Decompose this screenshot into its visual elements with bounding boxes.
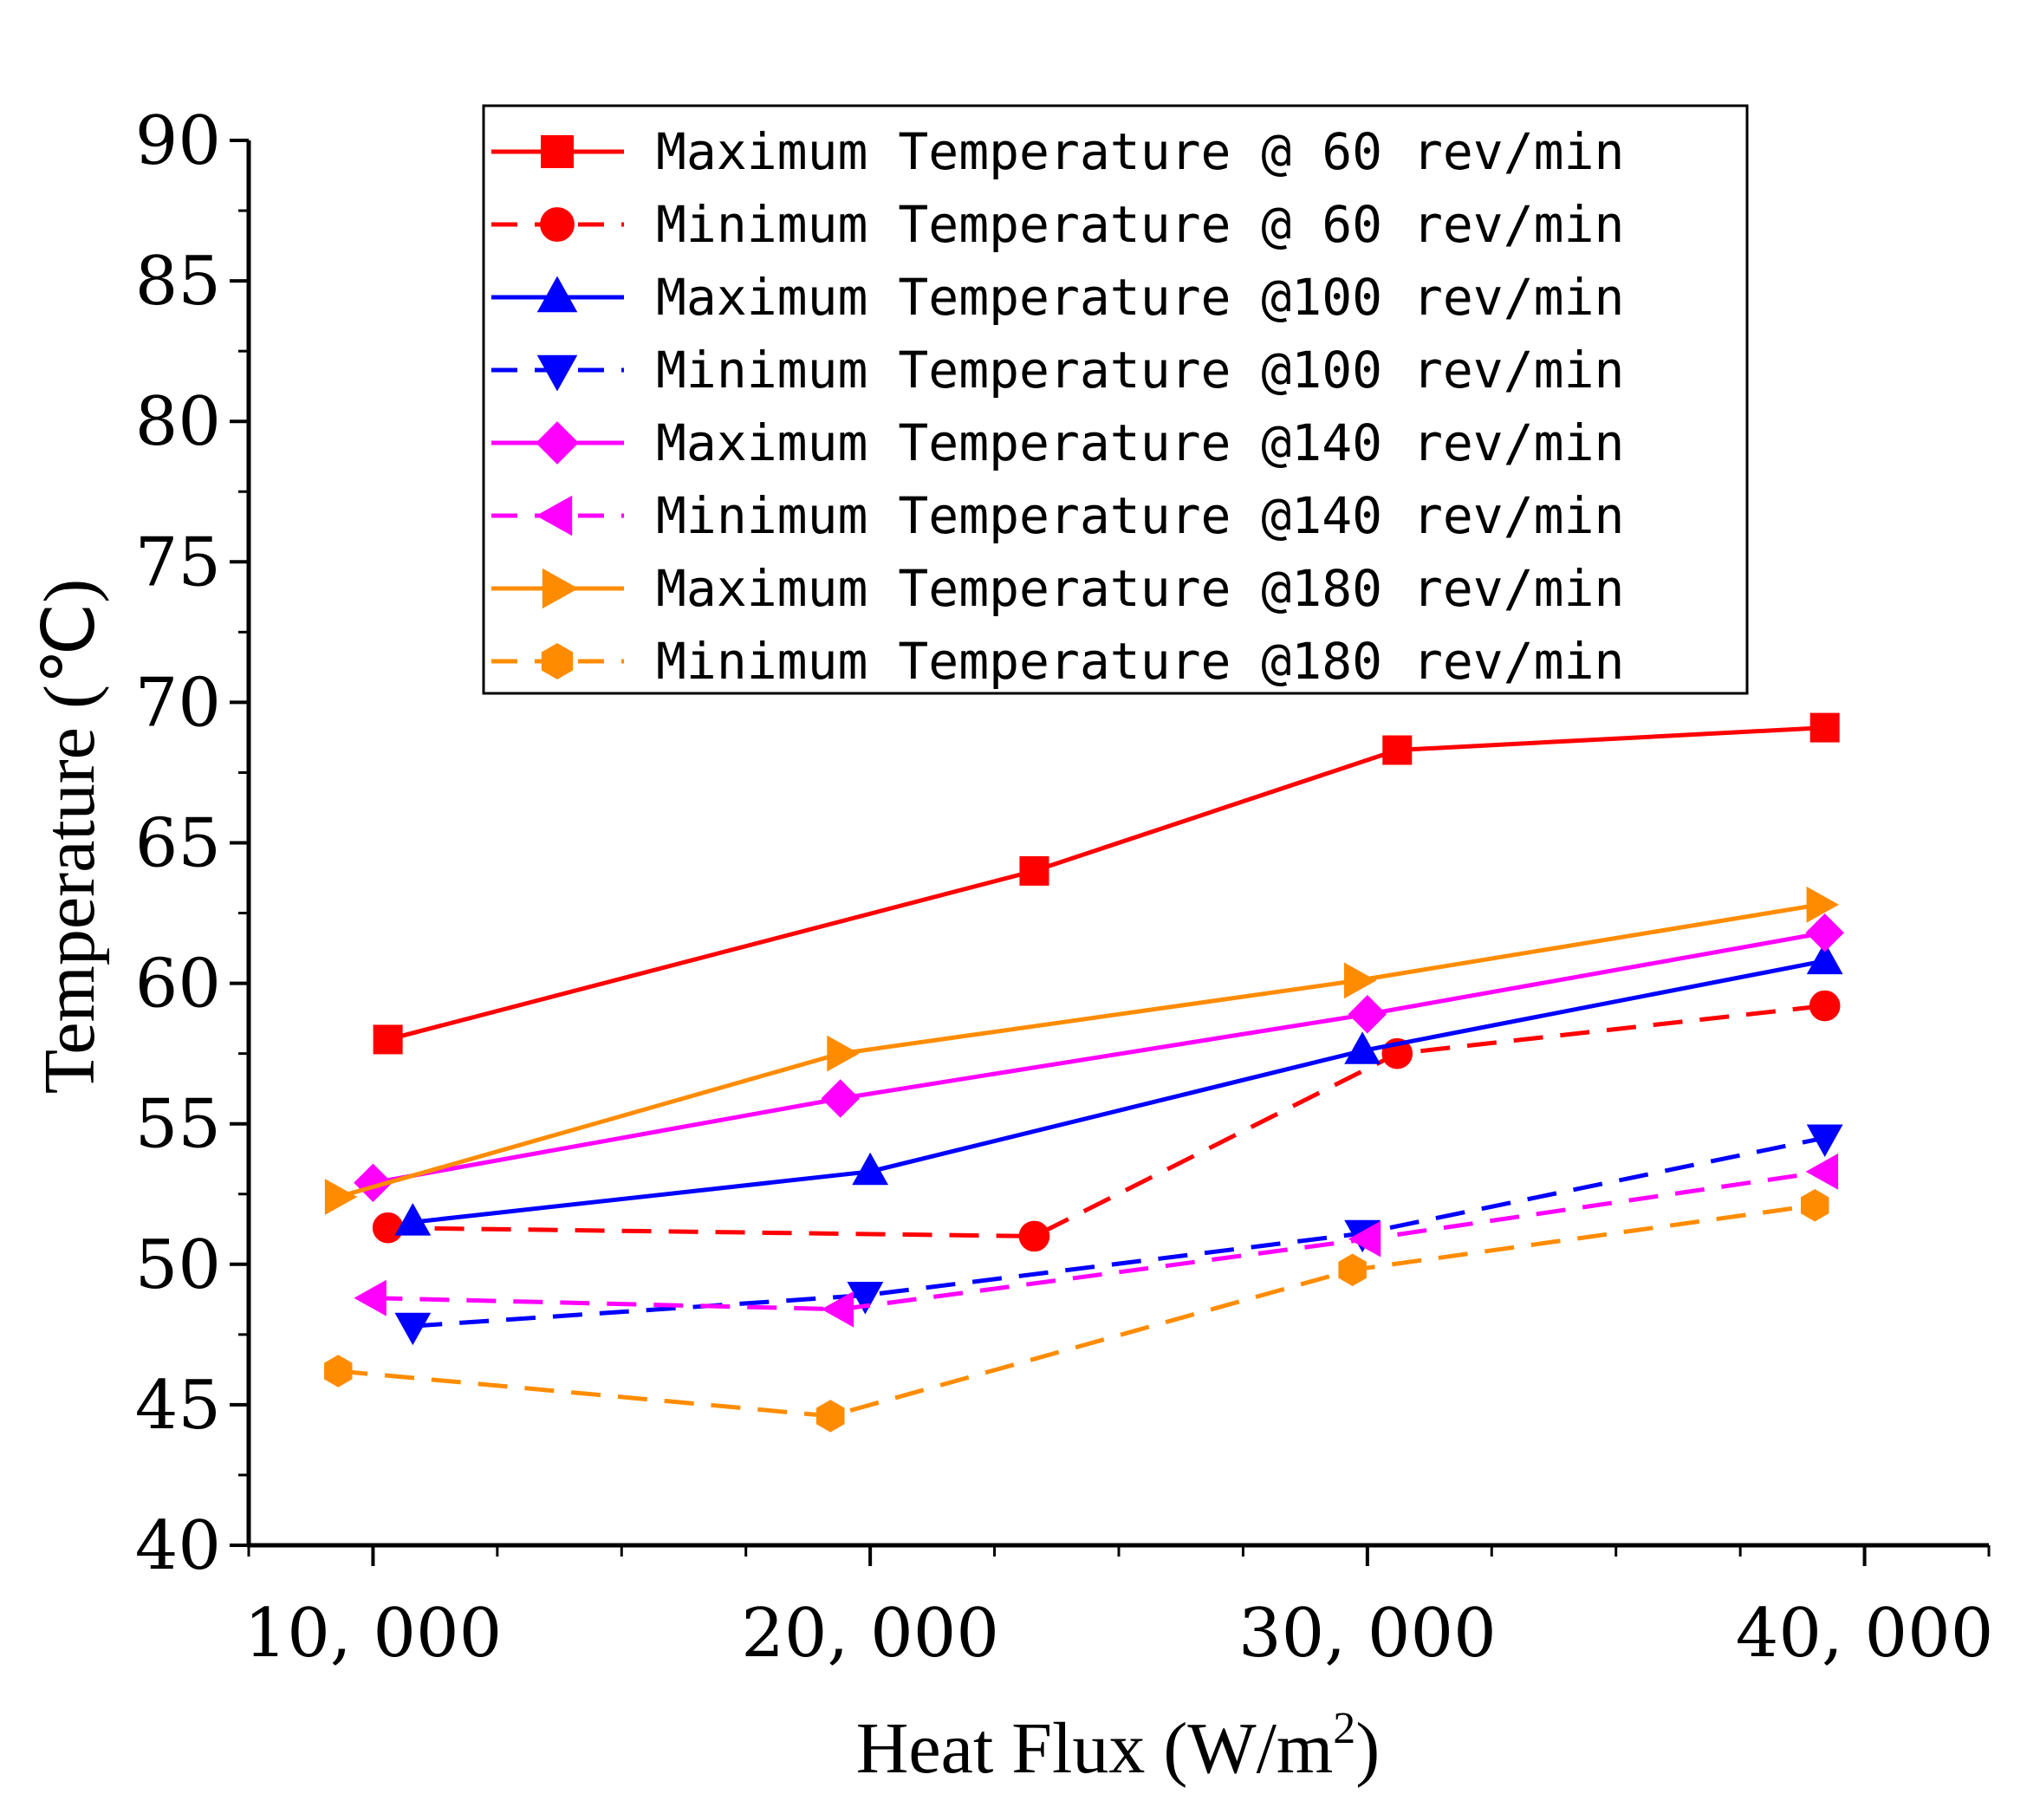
legend-swatch-marker (542, 568, 579, 609)
data-point (1805, 913, 1844, 952)
data-point (394, 1312, 432, 1346)
legend-entry: Maximum Temperature @100 rev/min (491, 268, 1624, 327)
legend-label: Maximum Temperature @100 rev/min (656, 268, 1624, 327)
data-point (1805, 1153, 1839, 1190)
data-point (1809, 712, 1840, 743)
data-point (1348, 995, 1387, 1034)
legend-swatch-marker (536, 421, 579, 465)
y-tick-label: 85 (135, 243, 221, 321)
data-point (1806, 1124, 1843, 1157)
y-tick-label: 55 (135, 1086, 221, 1164)
y-tick-label: 40 (135, 1507, 221, 1585)
series-layer (324, 712, 1844, 1433)
y-tick-label: 75 (135, 523, 221, 601)
data-point (394, 1203, 432, 1236)
series-line (372, 930, 1826, 1186)
legend-entry: Minimum Temperature @ 60 rev/min (491, 195, 1624, 254)
data-point (816, 1400, 845, 1433)
series-line (387, 1004, 1825, 1238)
series-line (413, 1135, 1826, 1329)
y-tick-label: 90 (135, 102, 221, 180)
y-tick-label: 60 (135, 946, 221, 1024)
x-ticks: 10, 000 20, 000 30, 000 40, 000 (244, 1545, 1994, 1673)
series-line (387, 725, 1825, 1042)
data-point (324, 1179, 358, 1215)
legend-swatch-marker (541, 643, 574, 679)
data-point (1800, 1188, 1829, 1222)
legend-label: Maximum Temperature @180 rev/min (656, 559, 1624, 618)
data-point (1806, 941, 1843, 975)
x-tick-label: 30, 000 (1238, 1595, 1497, 1673)
data-point (373, 1024, 403, 1055)
series-3 (394, 941, 1843, 1236)
legend-label: Minimum Temperature @140 rev/min (656, 486, 1624, 545)
data-point (1019, 855, 1049, 886)
data-point (372, 1212, 404, 1244)
data-point (1338, 1253, 1367, 1287)
data-point (827, 1035, 860, 1072)
data-point (1806, 886, 1839, 923)
legend-box (482, 104, 1749, 695)
legend-label: Maximum Temperature @ 60 rev/min (656, 122, 1624, 181)
series-line (338, 1203, 1816, 1419)
series-line (373, 1169, 1826, 1312)
data-point (847, 1282, 884, 1315)
legend-entry: Minimum Temperature @140 rev/min (491, 486, 1624, 545)
legend-swatch-marker (541, 135, 574, 168)
legend-swatch-marker (536, 276, 578, 313)
data-point (324, 1355, 353, 1388)
series-6 (354, 1153, 1839, 1328)
data-point (852, 1152, 889, 1186)
series-line (337, 902, 1821, 1199)
y-tick-label: 80 (135, 383, 221, 461)
data-point (1809, 990, 1841, 1022)
legend-swatch-marker (536, 354, 578, 392)
series-8 (324, 1188, 1829, 1433)
x-axis-title-main: Heat Flux (W/m (856, 1708, 1334, 1789)
legend-label: Minimum Temperature @100 rev/min (656, 341, 1624, 400)
legend-label: Minimum Temperature @180 rev/min (656, 632, 1624, 691)
series-2 (372, 990, 1841, 1252)
y-axis-title: Temperature (℃) (29, 579, 110, 1094)
y-tick-label: 50 (135, 1226, 221, 1304)
y-tick-label: 65 (135, 805, 221, 883)
x-tick-label: 10, 000 (244, 1595, 503, 1673)
legend-entry: Maximum Temperature @140 rev/min (491, 413, 1624, 472)
y-tick-label: 70 (135, 664, 221, 742)
legend-entry: Maximum Temperature @ 60 rev/min (491, 122, 1624, 181)
data-point (354, 1279, 387, 1316)
x-axis-title: Heat Flux (W/m2) (856, 1704, 1381, 1789)
legend-label: Minimum Temperature @ 60 rev/min (656, 195, 1624, 254)
y-ticks: 40 45 50 55 60 65 70 75 80 85 90 (135, 102, 249, 1585)
x-tick-label: 40, 000 (1736, 1595, 1994, 1673)
series-1 (373, 712, 1840, 1055)
series-5 (354, 913, 1844, 1202)
legend-entry: Minimum Temperature @100 rev/min (491, 341, 1624, 400)
legend-swatch-marker (540, 207, 575, 242)
legend-entry: Maximum Temperature @180 rev/min (491, 559, 1624, 618)
data-point (821, 1290, 854, 1328)
data-point (1018, 1220, 1050, 1252)
series-7 (324, 886, 1839, 1215)
x-tick-label: 20, 000 (741, 1595, 999, 1673)
data-point (1344, 1031, 1381, 1064)
x-axis-title-close: ) (1355, 1708, 1380, 1789)
legend-entry: Minimum Temperature @180 rev/min (491, 632, 1624, 691)
series-4 (394, 1124, 1843, 1346)
legend-swatch-marker (536, 495, 573, 536)
data-point (821, 1079, 860, 1118)
data-point (1348, 1220, 1381, 1258)
data-point (354, 1163, 393, 1202)
data-point (1382, 735, 1413, 765)
legend-label: Maximum Temperature @140 rev/min (656, 413, 1624, 472)
x-axis-title-superscript: 2 (1333, 1704, 1355, 1753)
data-point (1343, 962, 1377, 999)
legend: Maximum Temperature @ 60 rev/min Minimum … (482, 104, 1749, 695)
series-line (413, 959, 1826, 1225)
y-tick-label: 45 (135, 1367, 221, 1445)
